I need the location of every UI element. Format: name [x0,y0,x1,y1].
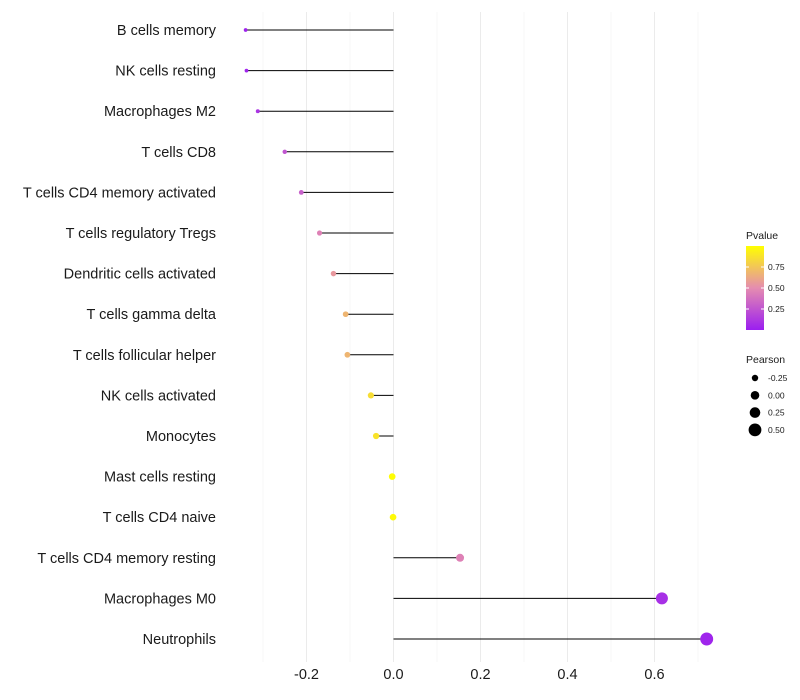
pvalue-colorbar [746,246,764,330]
pvalue-legend: Pvalue 0.25 0.50 0.75 [746,230,785,330]
lollipop-point [316,230,323,236]
pearson-legend-dot [751,374,759,382]
lollipop-point [244,68,249,73]
category-label: NK cells resting [115,64,216,80]
category-label: B cells memory [117,23,217,39]
category-label: T cells gamma delta [87,307,217,323]
category-label: NK cells activated [101,388,216,404]
pearson-legend-dot [748,423,762,437]
x-tick-label: -0.2 [294,667,319,683]
lollipop-point [700,632,714,646]
lollipop-point [367,392,374,399]
category-label: Macrophages M0 [104,591,216,607]
pearson-legend-dot [749,407,761,418]
lollipop-point [372,432,380,440]
category-label: Dendritic cells activated [64,267,216,283]
category-label: Macrophages M2 [104,104,216,120]
lollipop-points [243,28,714,646]
pearson-legend-label: 0.25 [768,408,785,418]
category-label: T cells follicular helper [73,348,216,364]
category-label: T cells regulatory Tregs [66,226,216,242]
category-label: T cells CD8 [141,145,216,161]
lollipop-point [388,473,396,480]
pvalue-legend-tick-label: 0.75 [768,262,785,272]
pearson-legend-label: 0.00 [768,390,785,400]
lollipop-point [655,592,668,605]
x-tick-label: 0.4 [557,667,577,683]
lollipop-point [255,109,260,114]
pvalue-legend-tick-label: 0.25 [768,304,785,314]
x-tick-label: 0.2 [470,667,490,683]
x-tick-label: 0.0 [383,667,403,683]
category-label: T cells CD4 naive [103,510,216,526]
lollipop-point [344,351,351,358]
gridlines [262,12,699,662]
pearson-legend-label: -0.25 [768,373,788,383]
lollipop-point [282,149,287,155]
lollipop-point [298,189,304,195]
lollipop-point [330,270,337,277]
pearson-legend: Pearson -0.25 0.00 0.25 0.50 [746,354,788,437]
category-label: T cells CD4 memory resting [37,551,216,567]
lollipop-point [456,553,465,562]
lollipop-point [243,28,248,32]
x-tick-label: 0.6 [644,667,664,683]
pvalue-legend-tick-label: 0.50 [768,283,785,293]
category-label: Monocytes [146,429,216,445]
pearson-legend-title: Pearson [746,354,785,366]
category-label: T cells CD4 memory activated [23,185,216,201]
pearson-legend-dot [750,391,760,400]
pvalue-legend-title: Pvalue [746,230,778,242]
x-axis-tick-labels: -0.2 0.0 0.2 0.4 0.6 [294,667,665,683]
category-label: Neutrophils [143,632,216,648]
category-label: Mast cells resting [104,470,216,486]
pearson-legend-label: 0.50 [768,425,785,435]
lollipop-point [342,311,349,318]
lollipop-stems [245,29,707,640]
lollipop-point [389,513,397,521]
y-axis-category-labels: B cells memory NK cells resting Macrophage… [23,23,217,648]
